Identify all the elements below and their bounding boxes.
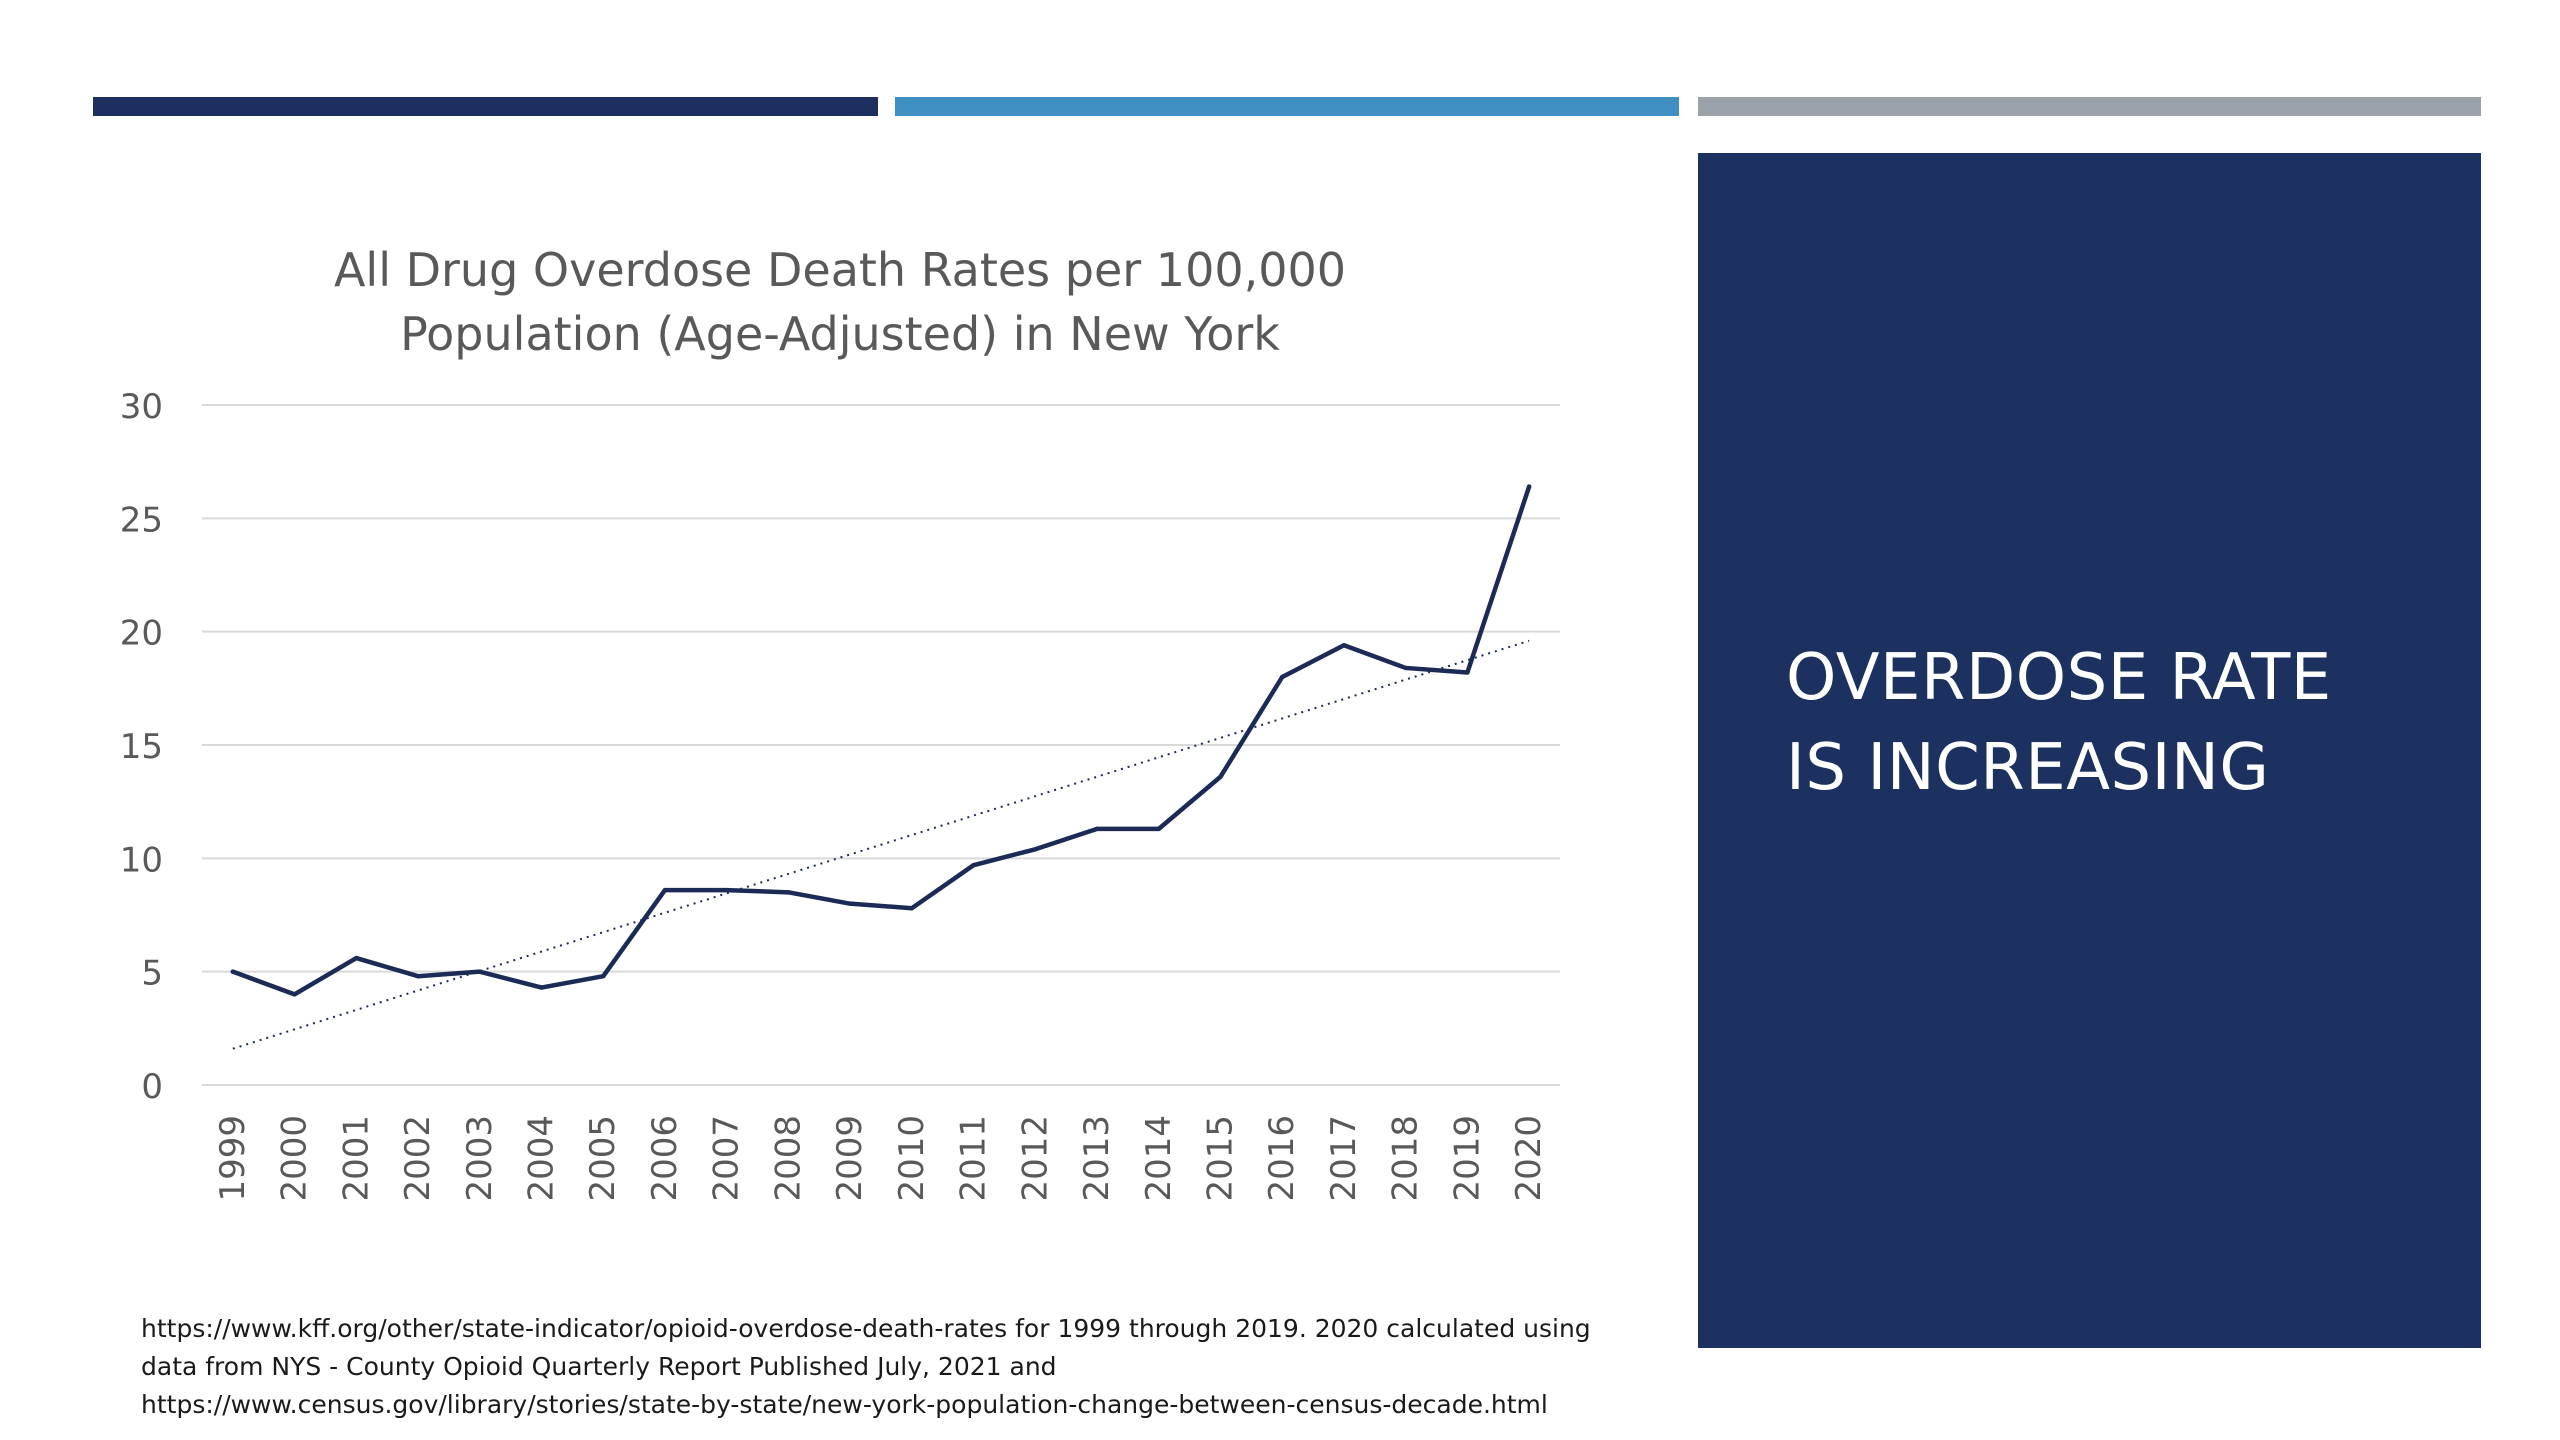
x-tick-label: 2020	[1509, 1115, 1549, 1202]
y-tick-label: 0	[141, 1067, 163, 1107]
x-tick-label: 2004	[522, 1115, 562, 1202]
x-tick-label: 2019	[1447, 1115, 1487, 1202]
data-point	[971, 862, 976, 868]
x-tick-label: 2016	[1262, 1115, 1302, 1202]
side-headline-line2: IS INCREASING	[1786, 731, 2270, 805]
source-note: https://www.kff.org/other/state-indicato…	[141, 1310, 1681, 1424]
data-point	[477, 969, 482, 974]
data-point	[1341, 643, 1347, 648]
data-point	[786, 890, 791, 895]
x-tick-label: 2001	[336, 1115, 376, 1202]
x-tick-label: 2018	[1386, 1115, 1426, 1202]
trendline	[232, 639, 1530, 1050]
data-point	[1033, 847, 1038, 852]
line-chart: 0 5 10 15 20 25 30 1999 2000 2001 2002 2003 2004 200…	[120, 387, 1560, 1202]
data-point	[724, 887, 729, 893]
x-tick-label: 2017	[1324, 1115, 1364, 1202]
chart-gridlines	[202, 404, 1560, 1086]
accent-bar-gray	[1698, 97, 2481, 116]
data-point	[1526, 484, 1532, 489]
x-tick-label: 2008	[768, 1115, 808, 1202]
side-headline-line1: OVERDOSE RATE	[1786, 641, 2332, 715]
data-point	[601, 974, 606, 979]
data-point	[1156, 826, 1161, 832]
x-tick-label: 2012	[1015, 1115, 1055, 1202]
accent-bar-dark	[93, 97, 878, 116]
series-line	[230, 484, 1532, 997]
series-layer	[230, 484, 1532, 997]
trendline-dotted	[232, 639, 1530, 1050]
data-point	[847, 901, 853, 906]
data-point	[354, 955, 359, 961]
y-axis-ticks: 0 5 10 15 20 25 30	[120, 387, 163, 1107]
data-point	[1280, 674, 1285, 680]
x-tick-label: 2013	[1077, 1115, 1117, 1202]
side-panel: OVERDOSE RATE IS INCREASING	[1698, 153, 2481, 1348]
x-tick-label: 2014	[1139, 1115, 1179, 1202]
data-point	[1403, 665, 1408, 671]
x-tick-label: 2015	[1201, 1115, 1241, 1202]
source-note-line2: data from NYS - County Opioid Quarterly …	[141, 1352, 1057, 1381]
data-point	[292, 992, 297, 997]
y-tick-label: 30	[120, 387, 163, 427]
y-tick-label: 5	[141, 954, 163, 994]
y-tick-label: 20	[120, 614, 163, 654]
source-note-line1: https://www.kff.org/other/state-indicato…	[141, 1314, 1591, 1343]
x-tick-label: 2007	[707, 1115, 747, 1202]
side-headline: OVERDOSE RATE IS INCREASING	[1786, 633, 2426, 813]
x-tick-label: 1999	[213, 1115, 253, 1202]
x-tick-label: 2005	[583, 1115, 623, 1202]
accent-bar-blue	[895, 97, 1679, 116]
data-point	[539, 985, 544, 990]
chart-title: All Drug Overdose Death Rates per 100,00…	[240, 238, 1440, 366]
chart-title-line1: All Drug Overdose Death Rates per 100,00…	[333, 243, 1347, 297]
y-tick-label: 10	[120, 840, 163, 880]
data-point	[662, 887, 668, 893]
x-tick-label: 2003	[460, 1115, 500, 1202]
x-tick-label: 2002	[398, 1115, 438, 1202]
x-tick-label: 2006	[645, 1115, 685, 1202]
data-point	[1465, 670, 1470, 675]
x-axis-ticks: 1999 2000 2001 2002 2003 2004 2005 2006 2007 2008…	[213, 1115, 1549, 1202]
x-tick-label: 2009	[830, 1115, 870, 1202]
y-tick-label: 15	[120, 727, 163, 767]
data-point	[415, 974, 421, 979]
chart-title-line2: Population (Age-Adjusted) in New York	[400, 307, 1280, 361]
y-tick-label: 25	[120, 500, 163, 540]
data-point	[230, 969, 236, 974]
x-tick-label: 2000	[275, 1115, 315, 1202]
source-note-line3: https://www.census.gov/library/stories/s…	[141, 1390, 1548, 1419]
x-tick-label: 2010	[892, 1115, 932, 1202]
x-tick-label: 2011	[954, 1115, 994, 1202]
data-point	[1218, 774, 1223, 779]
data-point	[1094, 826, 1100, 832]
data-point	[909, 906, 915, 911]
